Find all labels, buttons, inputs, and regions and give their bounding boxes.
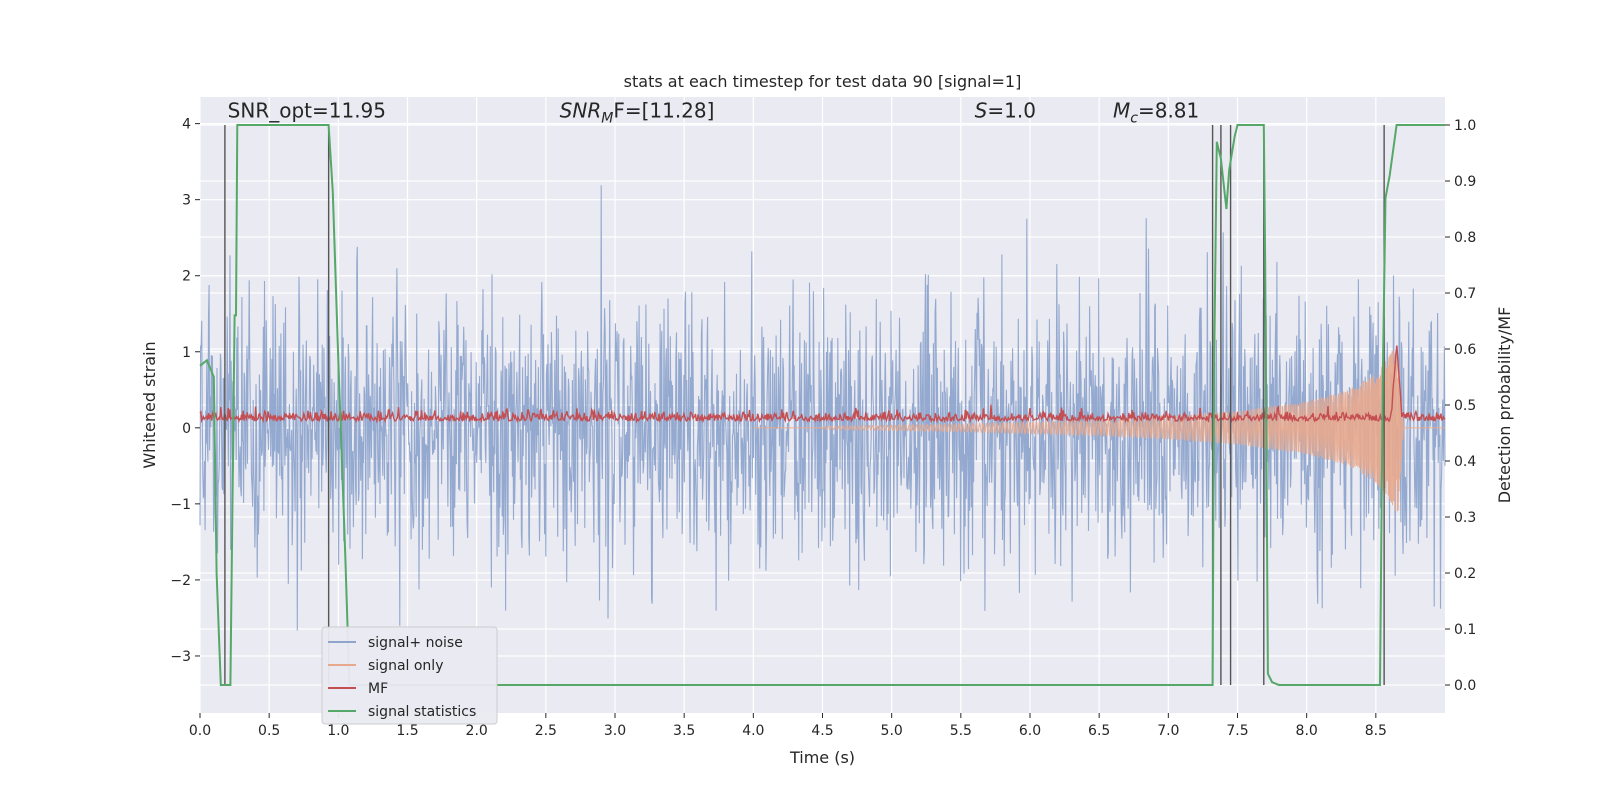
x-tick-label: 8.0: [1296, 723, 1318, 739]
x-tick-label: 8.5: [1365, 723, 1387, 739]
y-tick-label: 0: [182, 421, 191, 437]
x-tick-label: 6.0: [1019, 723, 1041, 739]
x-tick-label: 1.5: [396, 723, 418, 739]
y-axis-label: Whitened strain: [140, 341, 159, 468]
y-tick-label: 1: [182, 345, 191, 361]
y-right-tick-label: 0.2: [1454, 566, 1476, 582]
x-tick-label: 0.0: [189, 723, 211, 739]
y-right-tick-label: 0.4: [1454, 454, 1476, 470]
signal-only-line: [753, 348, 1445, 512]
y-axis-right-ticks: 0.0 0.1 0.2 0.3 0.4 0.5 0.6 0.7 0.8 0.9 1.0: [1445, 118, 1476, 694]
annotation-text: Mc=8.81: [1113, 99, 1199, 127]
y-tick-label: 4: [182, 117, 191, 133]
annotation-part: =1.0: [987, 99, 1036, 123]
signal-noise-line: [199, 185, 1446, 631]
vertical-markers: [224, 125, 1385, 685]
annotation-part: =8.81: [1138, 99, 1199, 123]
annotation-subscript: c: [1130, 111, 1138, 127]
y-right-tick-label: 0.7: [1454, 286, 1476, 302]
annotation-text: SNR_opt=11.95: [228, 99, 386, 123]
x-tick-label: 4.0: [742, 723, 764, 739]
series-signal-only: [753, 348, 1445, 512]
y-right-tick-label: 0.8: [1454, 230, 1476, 246]
x-axis-label: Time (s): [789, 748, 855, 767]
series-signal-statistics: [199, 124, 1445, 686]
annotation-italic: S: [975, 99, 988, 123]
annotation-text: SNRMF=[11.28]: [560, 99, 715, 127]
mf-line: [199, 345, 1446, 424]
x-tick-label: 5.0: [881, 723, 903, 739]
legend-label: signal only: [368, 658, 443, 674]
x-tick-label: 3.5: [673, 723, 695, 739]
x-tick-label: 5.5: [950, 723, 972, 739]
annotation-part: F=[11.28]: [613, 99, 714, 123]
x-tick-label: 4.5: [811, 723, 833, 739]
x-tick-label: 2.5: [535, 723, 557, 739]
y-right-tick-label: 0.3: [1454, 510, 1476, 526]
y-right-tick-label: 0.0: [1454, 678, 1476, 694]
annotation-italic: SNR: [560, 99, 602, 123]
annotations: SNR_opt=11.95 SNRMF=[11.28] S=1.0 Mc=8.81: [228, 99, 1200, 127]
y-tick-label: −2: [170, 573, 191, 589]
y-axis-right-label: Detection probability/MF: [1495, 307, 1514, 504]
x-tick-label: 2.0: [466, 723, 488, 739]
chart-title: stats at each timestep for test data 90 …: [624, 72, 1022, 91]
annotation-subscript: M: [601, 111, 613, 127]
x-tick-label: 1.0: [327, 723, 349, 739]
y-axis-left-ticks: −3 −2 −1 0 1 2 3 4: [170, 117, 200, 665]
legend-box: [321, 626, 498, 725]
annotation-text: S=1.0: [975, 99, 1036, 123]
y-tick-label: 3: [182, 193, 191, 209]
legend: signal+ noise signal only MF signal statist…: [321, 626, 498, 725]
legend-label: signal+ noise: [368, 635, 463, 651]
series-signal-noise: [199, 185, 1446, 631]
y-right-tick-label: 0.6: [1454, 342, 1476, 358]
y-right-tick-label: 0.9: [1454, 174, 1476, 190]
x-tick-label: 0.5: [258, 723, 280, 739]
legend-label: signal statistics: [368, 704, 476, 720]
signal-statistics-line: [199, 124, 1445, 686]
legend-label: MF: [368, 681, 388, 697]
x-tick-label: 3.0: [604, 723, 626, 739]
y-right-tick-label: 0.1: [1454, 622, 1476, 638]
x-tick-label: 7.0: [1157, 723, 1179, 739]
y-right-tick-label: 1.0: [1454, 118, 1476, 134]
y-right-tick-label: 0.5: [1454, 398, 1476, 414]
y-tick-label: −1: [170, 497, 191, 513]
annotation-italic: M: [1113, 99, 1130, 123]
series-mf: [199, 345, 1446, 424]
y-tick-label: −3: [170, 649, 191, 665]
annotation-part: SNR_opt=11.95: [228, 99, 386, 123]
x-tick-label: 7.5: [1226, 723, 1248, 739]
x-axis-ticks: 0.0 0.5 1.0 1.5 2.0 2.5 3.0 3.5 4.0 4.5 5.0 5.5 6.0 6…: [189, 713, 1387, 739]
x-tick-label: 6.5: [1088, 723, 1110, 739]
y-tick-label: 2: [182, 269, 191, 285]
